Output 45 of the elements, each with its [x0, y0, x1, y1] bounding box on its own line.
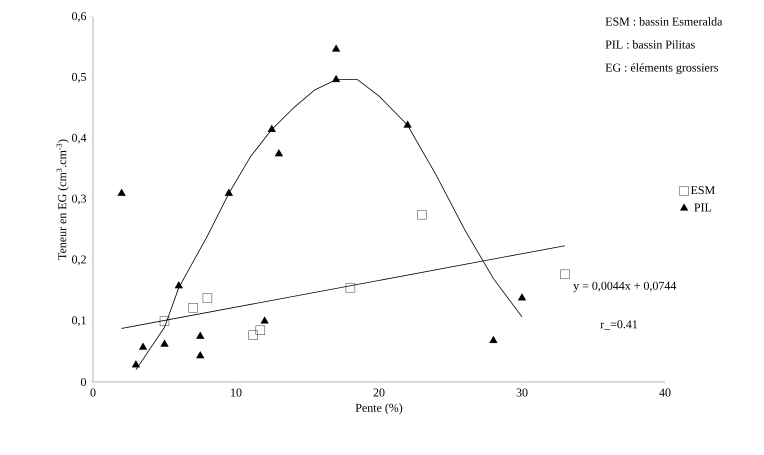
point [248, 330, 258, 340]
y-tick-label: 0 [80, 378, 86, 386]
point [174, 281, 183, 288]
point [346, 283, 356, 292]
point [560, 270, 570, 279]
point [132, 360, 140, 368]
x-tick-label: 0 [90, 388, 96, 397]
annotation: PIL : bassin Pilitas [606, 40, 695, 49]
point [224, 188, 233, 196]
y-tick-label: 0,4 [72, 134, 86, 144]
point [188, 303, 198, 312]
y-tick-label: 0,5 [72, 72, 86, 83]
x-tick-label: 10 [231, 388, 242, 397]
point [518, 293, 526, 300]
annotation: ESM : bassin Esmeralda [606, 17, 722, 26]
point [274, 149, 283, 156]
point [332, 74, 340, 82]
point [160, 340, 169, 347]
point [332, 44, 340, 52]
point [118, 188, 126, 196]
point [256, 326, 265, 335]
point [202, 293, 212, 303]
point [268, 124, 276, 132]
x-axis-title: Pente (%) [356, 403, 402, 414]
x-tick-label: 20 [374, 388, 385, 397]
annotation: y = 0,0044x + 0,0744 [573, 282, 676, 292]
point [417, 210, 427, 220]
point [489, 336, 498, 344]
point [160, 316, 170, 326]
y-axis-title: Teneur en EG (cm$^{3}$.cm$^{-3}$) [56, 140, 69, 260]
point [196, 332, 204, 339]
legend-label: PIL [694, 204, 712, 212]
point [196, 351, 204, 358]
x-tick-label: 40 [659, 388, 671, 397]
y-tick-label: 0,1 [72, 316, 86, 326]
y-tick-label: 0,6 [72, 12, 86, 22]
annotation: r_=0.41 [600, 320, 638, 330]
legend-label: ESM [690, 186, 715, 194]
point [138, 342, 148, 350]
y-tick-label: 0,2 [72, 255, 86, 266]
x-tick-label: 30 [516, 388, 528, 397]
y-tick-label: 0,3 [72, 194, 86, 204]
point [404, 120, 412, 128]
point [260, 316, 269, 324]
annotation: EG : éléments grossiers [606, 63, 718, 74]
